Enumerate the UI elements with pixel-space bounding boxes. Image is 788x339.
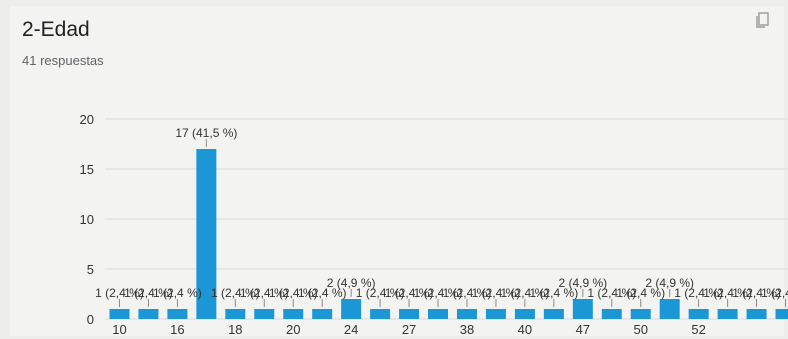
- bar-data-label: 1 (2,4 %): [356, 286, 405, 300]
- bars: [109, 149, 788, 319]
- x-tick-label: 18: [228, 322, 242, 337]
- x-tick-label: 40: [518, 322, 532, 337]
- bar[interactable]: [283, 309, 304, 319]
- bar-data-label: 1 (2,4 %): [616, 286, 665, 300]
- bar[interactable]: [456, 309, 477, 319]
- y-tick-label: 5: [87, 262, 94, 277]
- bar-data-label: 1 (2,4 %): [530, 286, 579, 300]
- bar-data-label: 1 (2,4 %): [587, 286, 636, 300]
- bar[interactable]: [746, 309, 767, 319]
- y-tick-label: 0: [87, 312, 94, 327]
- x-tick-label: 38: [460, 322, 474, 337]
- chart-grid: [105, 118, 788, 320]
- x-tick-label: 10: [112, 322, 126, 337]
- copy-chart-icon[interactable]: [754, 12, 770, 28]
- x-tick-label: 47: [576, 322, 590, 337]
- bar[interactable]: [196, 149, 217, 319]
- bar-data-label: 1 (2,4 %): [211, 286, 260, 300]
- x-axis: 10 16 18 20 24 27 38 40 47 50 52: [112, 322, 706, 337]
- bar[interactable]: [312, 309, 333, 319]
- bar[interactable]: [167, 309, 188, 319]
- x-tick-label: 52: [691, 322, 705, 337]
- bar[interactable]: [717, 309, 738, 319]
- bar[interactable]: [601, 309, 622, 319]
- bar-data-label: 1 (2,4 %): [501, 286, 550, 300]
- bar[interactable]: [514, 309, 535, 319]
- y-tick-label: 10: [80, 212, 94, 227]
- bar-data-label: 2 (4,9 %): [645, 276, 694, 290]
- bar[interactable]: [370, 309, 391, 319]
- bar[interactable]: [428, 309, 449, 319]
- bar[interactable]: [485, 309, 506, 319]
- chart-title: 2-Edad: [22, 18, 90, 41]
- chart-card: 2-Edad 41 respuestas: [10, 6, 784, 336]
- data-labels: 1 (2,4 %)1 (2,4 %)1 (2,4 %)17 (41,5 %)1 …: [95, 126, 788, 307]
- bar[interactable]: [109, 309, 130, 319]
- bar[interactable]: [630, 309, 651, 319]
- bar-data-label: 1 (2,4 %): [269, 286, 318, 300]
- bar-data-label: 1 (2,4 %): [443, 286, 492, 300]
- bar-data-label: 1 (2,4 %): [674, 286, 723, 300]
- x-tick-label: 27: [402, 322, 416, 337]
- bar-data-label: 1 (2,4 %): [153, 286, 202, 300]
- bar-data-label: 1 (2,4 %): [472, 286, 521, 300]
- bar-data-label: 17 (41,5 %): [175, 126, 237, 140]
- bar-data-label: 1 (2,4 %): [95, 286, 144, 300]
- y-axis: 0 5 10 15 20: [80, 112, 94, 327]
- bar[interactable]: [138, 309, 159, 319]
- x-tick-label: 20: [286, 322, 300, 337]
- x-tick-label: 50: [633, 322, 647, 337]
- bar-data-label: 2 (4,9 %): [558, 276, 607, 290]
- bar-data-label: 1 (2,4 %): [732, 286, 781, 300]
- bar-data-label: 1 (2,4 %): [385, 286, 434, 300]
- bar[interactable]: [543, 309, 564, 319]
- bar[interactable]: [775, 309, 788, 319]
- bar[interactable]: [688, 309, 709, 319]
- bar-data-label: 1 (2,4 %): [761, 286, 788, 300]
- x-tick-label: 16: [170, 322, 184, 337]
- bar[interactable]: [659, 299, 680, 319]
- response-count: 41 respuestas: [22, 53, 104, 68]
- bar[interactable]: [341, 299, 362, 319]
- bar[interactable]: [572, 299, 593, 319]
- bar-data-label: 1 (2,4 %): [298, 286, 347, 300]
- bar[interactable]: [254, 309, 275, 319]
- y-tick-label: 20: [80, 112, 94, 127]
- bar[interactable]: [225, 309, 246, 319]
- y-tick-label: 15: [80, 162, 94, 177]
- bar-data-label: 2 (4,9 %): [327, 276, 376, 290]
- x-tick-label: 24: [344, 322, 358, 337]
- bar-data-label: 1 (2,4 %): [124, 286, 173, 300]
- bar-data-label: 1 (2,4 %): [414, 286, 463, 300]
- bar-data-label: 1 (2,4 %): [240, 286, 289, 300]
- bar[interactable]: [399, 309, 420, 319]
- bar-data-label: 1 (2,4 %): [703, 286, 752, 300]
